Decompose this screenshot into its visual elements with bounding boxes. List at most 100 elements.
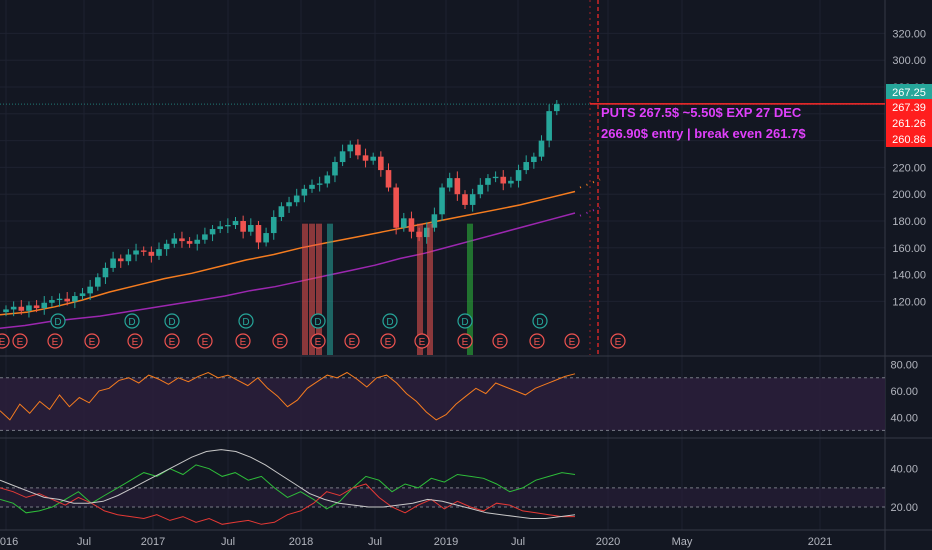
candle-body bbox=[194, 239, 201, 244]
horizontal-lines bbox=[0, 0, 885, 355]
earnings-marker: E bbox=[235, 333, 251, 349]
candle-body bbox=[64, 298, 70, 302]
candle-body bbox=[49, 300, 55, 303]
rsi-tick-label: 60.00 bbox=[890, 386, 918, 398]
candle-body bbox=[33, 305, 40, 309]
earnings-circle bbox=[272, 333, 288, 349]
dividend-marker: D bbox=[310, 313, 326, 329]
y-tick-label: 220.00 bbox=[892, 162, 926, 174]
y-tick-label: 140.00 bbox=[892, 270, 926, 282]
price-tag-text: 267.39 bbox=[892, 102, 926, 114]
dmi-line bbox=[0, 464, 576, 514]
earnings-marker: E bbox=[457, 333, 473, 349]
dividend-circle bbox=[382, 313, 398, 329]
candle-body bbox=[117, 258, 124, 262]
price-tag-bg bbox=[886, 131, 932, 147]
earnings-letter: E bbox=[615, 337, 622, 348]
candle-body bbox=[385, 170, 392, 188]
y-tick-label: 320.00 bbox=[892, 28, 926, 40]
x-tick-label: Jul bbox=[221, 536, 235, 548]
candle-body bbox=[324, 175, 331, 184]
x-tick-label: 2021 bbox=[808, 536, 832, 548]
annotations: PUTS 267.5$ ~5.50$ EXP 27 DEC 266.90$ en… bbox=[601, 105, 806, 141]
earnings-circle bbox=[47, 333, 63, 349]
candle-body bbox=[538, 140, 545, 157]
highlight-bar bbox=[417, 223, 423, 355]
earnings-circle bbox=[492, 333, 508, 349]
rsi-tick-label: 40.00 bbox=[890, 412, 918, 424]
candle-body bbox=[133, 250, 139, 255]
candle-body bbox=[87, 286, 93, 294]
candle-body bbox=[531, 156, 537, 163]
dividend-marker: D bbox=[532, 313, 548, 329]
y-tick-label: 160.00 bbox=[892, 243, 926, 255]
dmi-line bbox=[0, 449, 576, 519]
candle-body bbox=[209, 229, 216, 235]
dividend-marker: D bbox=[124, 313, 140, 329]
earnings-letter: E bbox=[534, 337, 541, 348]
x-tick-label: Jul bbox=[511, 536, 525, 548]
dividend-letter: D bbox=[54, 317, 61, 328]
x-tick-label: 2016 bbox=[0, 536, 18, 548]
earnings-marker: E bbox=[344, 333, 360, 349]
candle-body bbox=[454, 178, 461, 195]
candle-body bbox=[202, 234, 208, 240]
dmi-pane bbox=[0, 449, 885, 525]
y-tick-label: 120.00 bbox=[892, 296, 926, 308]
dividend-circle bbox=[532, 313, 548, 329]
dividend-circle bbox=[310, 313, 326, 329]
x-tick-label: 2018 bbox=[289, 536, 313, 548]
earnings-circle bbox=[235, 333, 251, 349]
candle-body bbox=[332, 162, 338, 176]
rsi-pane bbox=[0, 371, 885, 431]
candle-body bbox=[339, 151, 346, 163]
earnings-circle bbox=[414, 333, 430, 349]
ma-line bbox=[0, 190, 576, 316]
candle-body bbox=[362, 155, 369, 161]
dmi-line bbox=[0, 483, 575, 525]
candle-body bbox=[278, 206, 285, 217]
candle-body bbox=[301, 188, 308, 196]
candle-body bbox=[10, 306, 17, 310]
price-tag-bg bbox=[886, 99, 932, 115]
rsi-tick-label: 80.00 bbox=[890, 360, 918, 372]
price-tag-text: 260.86 bbox=[892, 134, 926, 146]
candle-body bbox=[79, 293, 86, 297]
candle-body bbox=[140, 250, 147, 252]
earnings-marker: E bbox=[380, 333, 396, 349]
annotation-entry: 266.90$ entry | break even 261.7$ bbox=[601, 126, 806, 141]
candle-body bbox=[309, 184, 315, 189]
highlight-bar bbox=[316, 223, 322, 355]
earnings-circle bbox=[529, 333, 545, 349]
earnings-circle bbox=[197, 333, 213, 349]
candle-body bbox=[370, 156, 376, 161]
ma-line bbox=[0, 212, 576, 329]
price-tag-bg bbox=[886, 115, 932, 131]
earnings-marker: E bbox=[564, 333, 580, 349]
candle-body bbox=[378, 156, 384, 171]
candle-body bbox=[439, 187, 445, 215]
candle-body bbox=[248, 225, 254, 232]
candle-body bbox=[18, 306, 25, 311]
candle-body bbox=[171, 238, 178, 244]
highlight-bar bbox=[467, 223, 473, 355]
earnings-circle bbox=[564, 333, 580, 349]
candle-body bbox=[41, 302, 48, 309]
highlight-bar bbox=[427, 223, 433, 355]
earnings-letter: E bbox=[52, 337, 59, 348]
earnings-letter: E bbox=[315, 337, 322, 348]
earnings-circle bbox=[380, 333, 396, 349]
candle-body bbox=[500, 176, 507, 184]
candle-body bbox=[240, 221, 246, 232]
dividend-marker: D bbox=[382, 313, 398, 329]
earnings-marker: E bbox=[529, 333, 545, 349]
earnings-letter: E bbox=[419, 337, 426, 348]
earnings-marker: E bbox=[164, 333, 180, 349]
candle-body bbox=[286, 202, 292, 207]
dividend-letter: D bbox=[168, 317, 175, 328]
dividend-letter: D bbox=[536, 317, 543, 328]
candle-body bbox=[431, 214, 438, 228]
x-tick-label: May bbox=[672, 536, 693, 548]
earnings-letter: E bbox=[89, 337, 96, 348]
